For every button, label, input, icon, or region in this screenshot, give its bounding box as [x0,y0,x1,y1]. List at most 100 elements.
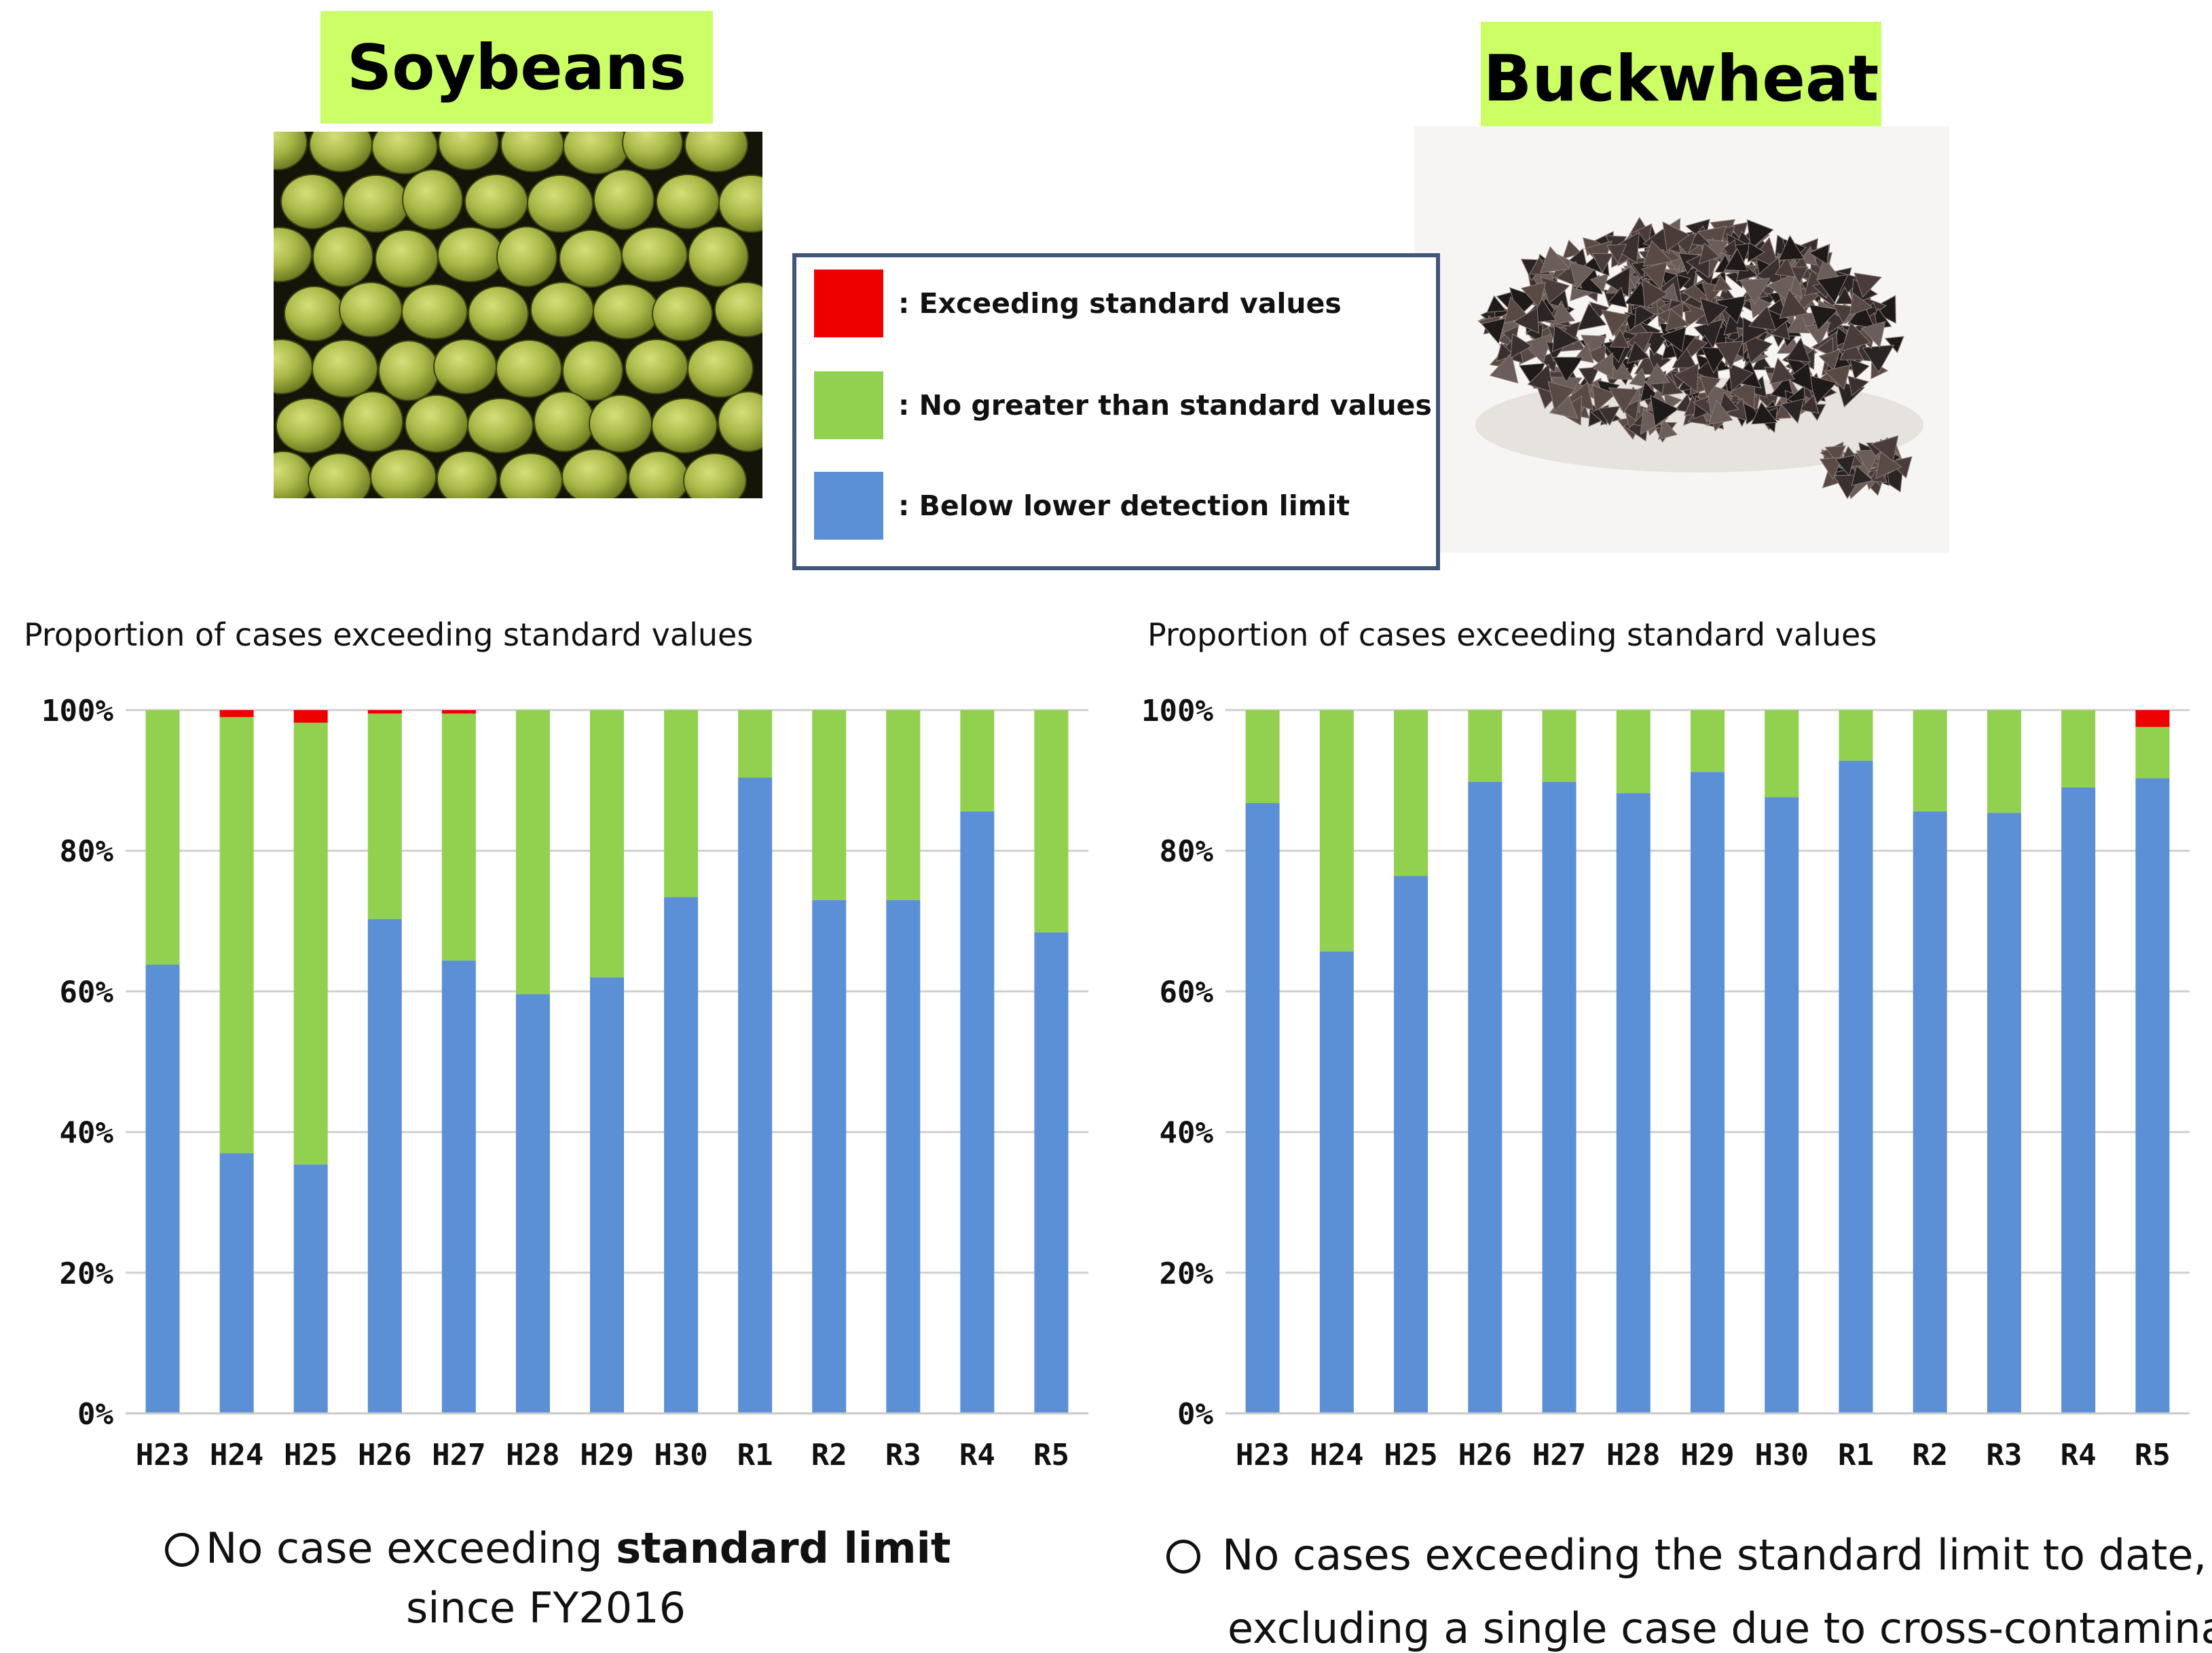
buckwheat-grain [1641,261,1667,291]
soybeans-xtick-label: H30 [654,1438,707,1472]
buckwheat-grain [1746,219,1774,250]
buckwheat-grain [1520,282,1547,309]
buckwheat-grain [1779,289,1809,319]
buckwheat-grain [1849,358,1870,380]
soybean [684,132,748,172]
soybeans-bar-H23-s0 [145,965,180,1413]
soybean [496,226,557,287]
soybeans-bar-H27-s2 [441,710,476,714]
buckwheat-grain [1644,363,1670,386]
soybeans-xtick-label: H23 [136,1438,189,1472]
soybeans-xtick-label: H25 [284,1438,337,1472]
soybean [402,169,463,230]
soybean [621,227,688,282]
soybean [622,132,683,170]
buckwheat-xtick-label: H23 [1236,1438,1289,1472]
buckwheat-grain [1608,387,1639,414]
buckwheat-bar-R1-s0 [1839,760,1873,1413]
legend-label-no-greater: : No greater than standard values [898,389,1432,422]
soybeans-bar-H25-s0 [293,1164,328,1413]
soybean [274,132,308,170]
buckwheat-grain [1699,375,1721,398]
soybean [534,391,595,452]
soybeans-note-text-b: standard limit [616,1523,951,1573]
buckwheat-bar-R3-s0 [1987,813,2021,1413]
buckwheat-bar-H23-s1 [1245,710,1280,803]
soybeans-bar-R2-s0 [812,899,847,1413]
soybeans-bar-R5-s1 [1034,710,1069,933]
soybeans-bar-R2-s1 [812,710,847,900]
soybean [589,394,652,453]
buckwheat-grain [1634,352,1658,375]
buckwheat-grain [1662,221,1690,252]
buckwheat-grain [1552,356,1584,383]
buckwheat-bar-R1-s1 [1839,710,1873,761]
legend-label-below-detection: : Below lower detection limit [898,489,1350,522]
buckwheat-grain [1786,337,1811,363]
buckwheat-bar-H25-s1 [1394,710,1428,876]
soybeans-chart-title: Proportion of cases exceeding standard v… [24,616,754,653]
soybean [559,229,623,288]
buckwheat-chart-title: Proportion of cases exceeding standard v… [1147,616,1877,653]
buckwheat-grain [1578,367,1600,388]
buckwheat-bar-H29-s0 [1691,772,1725,1413]
buckwheat-grain [1808,244,1830,265]
soybean [561,449,628,498]
soybean [467,398,534,453]
buckwheat-bar-R5-s2 [2135,710,2170,727]
soybeans-bar-H26-s0 [367,918,402,1413]
buckwheat-grain [1650,394,1679,427]
buckwheat-xtick-label: H30 [1754,1438,1808,1472]
soybeans-bar-H26-s1 [367,713,402,919]
soybean [375,229,439,288]
soybeans-xtick-label: R2 [811,1438,847,1472]
buckwheat-grain [1841,322,1871,352]
buckwheat-grain [1606,243,1627,264]
legend-item-exceeding: : Exceeding standard values [814,270,1342,337]
soybean [714,282,762,337]
buckwheat-grain [1496,342,1515,363]
buckwheat-grain [1742,333,1773,364]
buckwheat-grain [1856,449,1881,473]
soybean [651,398,718,453]
soybean [688,226,749,287]
circle-bullet-icon [1166,1540,1200,1574]
buckwheat-grain [1522,333,1553,365]
buckwheat-bar-H30-s0 [1765,797,1799,1413]
buckwheat-note-text: No cases exceeding the standard limit to… [1222,1530,2207,1580]
buckwheat-grain [1835,286,1854,305]
soybeans-ytick-label: 80% [60,834,114,869]
soybean [464,174,528,229]
soybean [370,449,437,498]
buckwheat-ytick-label: 40% [1160,1116,1214,1151]
buckwheat-xtick-label: H26 [1458,1438,1512,1472]
buckwheat-grain [1699,297,1729,327]
soybeans-xtick-label: H26 [358,1438,411,1472]
soybeans-note-line2: since FY2016 [406,1583,686,1633]
buckwheat-grain [1606,357,1634,380]
soybean [656,174,720,229]
buckwheat-grain [1827,310,1848,335]
buckwheat-grain [1569,261,1596,290]
buckwheat-grain [1552,324,1580,352]
buckwheat-xtick-label: R5 [2135,1438,2171,1472]
buckwheat-grain [1824,445,1846,464]
buckwheat-xtick-label: H29 [1680,1438,1734,1472]
soybeans-ytick-label: 60% [60,975,114,1009]
buckwheat-xtick-label: R3 [1986,1438,2022,1472]
buckwheat-grain [1778,234,1805,261]
soybeans-bar-H28-s0 [515,994,550,1413]
soybeans-bar-H28-s1 [515,710,550,995]
soybeans-ytick-label: 40% [60,1116,114,1151]
buckwheat-bar-H24-s1 [1319,710,1354,952]
soybean [405,394,468,453]
soybean [343,174,409,233]
soybeans-bar-R3-s0 [886,899,921,1413]
buckwheat-grain [1739,278,1771,305]
soybean [652,286,713,341]
buckwheat-xtick-label: R4 [2061,1438,2097,1472]
soybeans-ytick-label: 20% [60,1257,114,1291]
soybeans-bar-H29-s0 [590,977,624,1413]
soybean [593,169,655,230]
buckwheat-grain [1481,318,1506,345]
